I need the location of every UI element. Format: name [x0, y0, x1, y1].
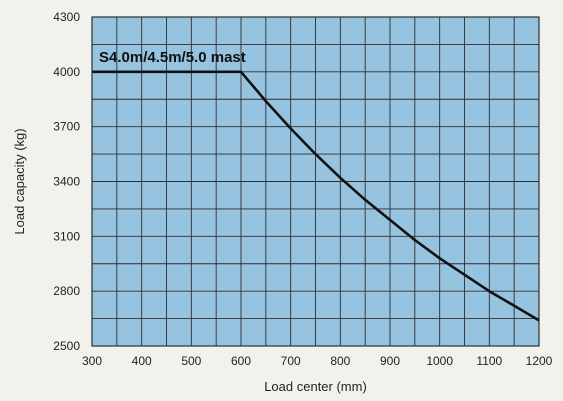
y-tick-label: 4000: [53, 65, 80, 79]
x-axis-label: Load center (mm): [264, 379, 367, 394]
y-axis-label: Load capacity (kg): [12, 128, 27, 234]
plot-frame: [91, 16, 540, 347]
x-tick-label: 700: [281, 354, 301, 368]
x-tick-label: 500: [181, 354, 201, 368]
y-tick-labels: 2500 2800 3100 3400 3700 4000 4300: [53, 10, 80, 353]
y-tick-label: 4300: [53, 10, 80, 24]
x-tick-labels: 300 400 500 600 700 800 900 1000 1100 1200: [82, 354, 553, 368]
x-tick-label: 900: [380, 354, 400, 368]
x-tick-label: 300: [82, 354, 102, 368]
x-tick-label: 800: [330, 354, 350, 368]
series-label: S4.0m/4.5m/5.0 mast: [99, 49, 246, 66]
series-line: [92, 70, 540, 322]
x-tick-label: 1000: [426, 354, 453, 368]
series-group: S4.0m/4.5m/5.0 mast: [92, 49, 540, 322]
y-tick-label: 2800: [53, 284, 80, 298]
x-tick-label: 600: [231, 354, 251, 368]
x-tick-label: 1200: [526, 354, 553, 368]
x-tick-label: 1100: [476, 354, 502, 368]
y-tick-label: 3100: [53, 229, 80, 243]
x-tick-label: 400: [132, 354, 152, 368]
y-tick-label: 3400: [53, 175, 80, 189]
y-tick-label: 2500: [53, 339, 80, 353]
y-tick-label: 3700: [53, 120, 80, 134]
